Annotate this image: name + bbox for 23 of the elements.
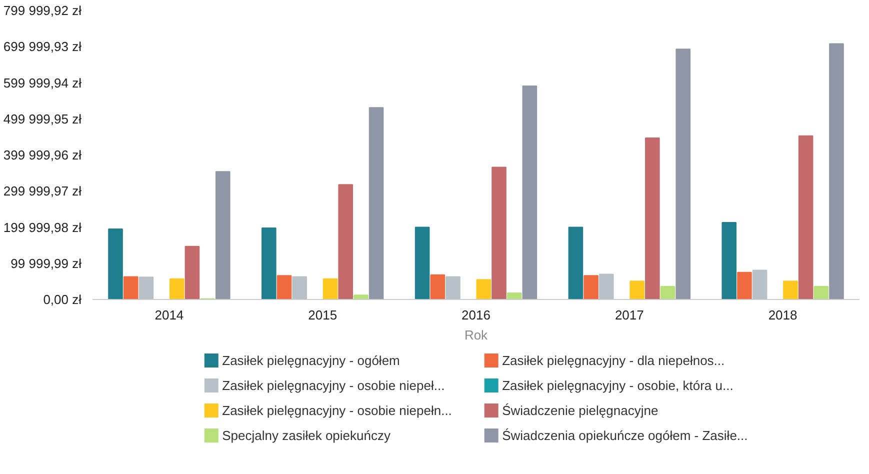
x-tick-label: 2014 xyxy=(154,308,184,322)
y-tick-label: 599 999,94 zł xyxy=(3,75,82,90)
y-tick-label: 299 999,97 zł xyxy=(3,184,82,199)
legend-label: Specjalny zasiłek opiekuńczy xyxy=(222,428,391,443)
y-tick-label: 699 999,93 zł xyxy=(3,39,82,54)
legend-label: Zasiłek pielęgnacyjny - osobie niepełn... xyxy=(222,403,452,418)
y-tick-label: 799 999,92 zł xyxy=(3,3,82,18)
legend-label: Świadczenie pielęgnacyjne xyxy=(502,403,658,418)
legend-label: Zasiłek pielęgnacyjny - osobie niepeł... xyxy=(222,378,445,393)
y-tick-label: 399 999,96 zł xyxy=(3,148,82,162)
x-tick-label: 2015 xyxy=(308,308,338,322)
legend-label: Zasiłek pielęgnacyjny - ogółem xyxy=(222,353,400,368)
y-tick-label: 199 999,98 zł xyxy=(3,220,82,235)
x-tick-label: 2016 xyxy=(462,308,490,322)
y-tick-label: 99 999,99 zł xyxy=(10,256,82,271)
x-tick-label: 2017 xyxy=(614,308,644,322)
legend-label: Zasiłek pielęgnacyjny - dla niepełnos... xyxy=(502,353,725,368)
legend-label: Zasiłek pielęgnacyjny - osobie, która u... xyxy=(502,378,734,393)
x-axis-title: Rok xyxy=(464,328,488,342)
x-tick-label: 2018 xyxy=(768,308,798,322)
y-tick-label: 499 999,95 zł xyxy=(3,111,82,126)
y-tick-label: 0,00 zł xyxy=(43,292,82,307)
legend-label: Świadczenia opiekuńcze ogółem - Zasiłe... xyxy=(502,428,748,443)
